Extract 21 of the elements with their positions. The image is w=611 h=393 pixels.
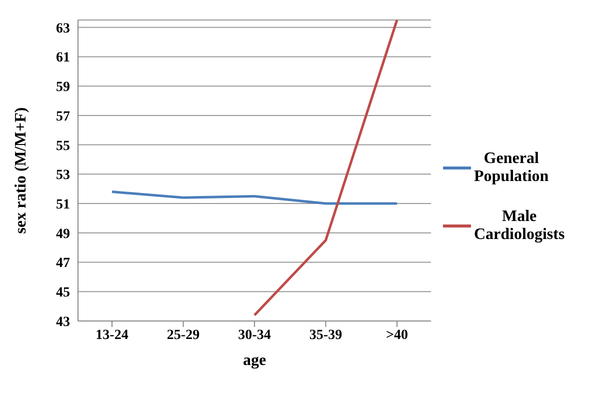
y-tick-label: 63 <box>56 21 70 36</box>
legend-label: General Population <box>474 150 549 186</box>
y-tick-label: 57 <box>56 109 70 124</box>
x-axis-title: age <box>242 352 266 369</box>
y-tick-label: 51 <box>56 198 70 213</box>
y-tick-label: 59 <box>56 80 70 96</box>
y-tick-label: 47 <box>56 256 70 272</box>
y-tick-label: 61 <box>56 50 70 66</box>
y-tick-label: 49 <box>56 226 70 242</box>
x-tick-label: 25-29 <box>166 328 200 343</box>
y-tick-label: 55 <box>56 138 70 154</box>
legend-label: Male Cardiologists <box>474 208 565 244</box>
y-tick-label: 53 <box>56 168 70 184</box>
x-tick-label: 13-24 <box>96 328 128 343</box>
y-axis-title: sex ratio (M/M+F) <box>12 107 30 234</box>
y-tick-label: 43 <box>56 314 70 330</box>
x-tick-label: >40 <box>386 328 408 343</box>
line-series <box>110 190 398 205</box>
x-tick-label: 35-39 <box>309 328 342 343</box>
y-tick-label: 45 <box>56 286 70 301</box>
x-tick-label: 30-34 <box>238 328 271 343</box>
